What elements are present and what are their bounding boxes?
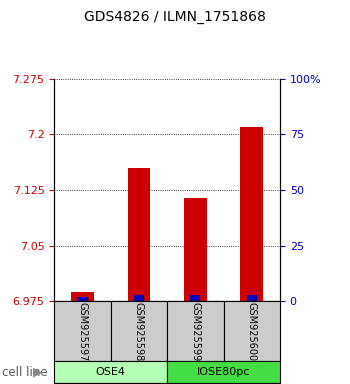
Bar [128,168,150,301]
Bar [134,295,144,301]
Text: GSM925599: GSM925599 [190,301,200,361]
Bar [77,297,88,301]
Text: GSM925598: GSM925598 [134,301,144,361]
Text: ▶: ▶ [33,366,43,379]
Bar [184,197,206,301]
Text: GSM925597: GSM925597 [77,301,88,361]
Bar [71,292,94,301]
Text: GDS4826 / ILMN_1751868: GDS4826 / ILMN_1751868 [84,10,266,23]
Text: cell line: cell line [2,366,47,379]
Text: IOSE80pc: IOSE80pc [197,367,250,377]
Bar [190,295,201,301]
Bar [240,127,263,301]
Text: OSE4: OSE4 [96,367,126,377]
Text: GSM925600: GSM925600 [247,302,257,361]
Bar [247,295,257,301]
